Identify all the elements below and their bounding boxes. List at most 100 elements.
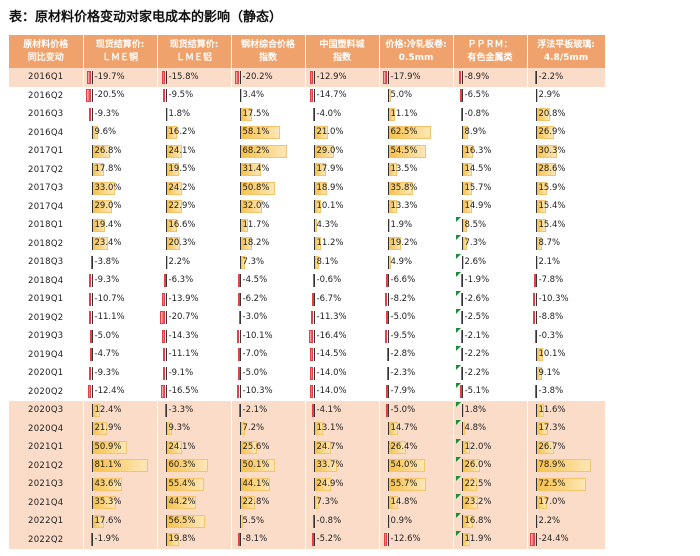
value-cell: 78.9% — [527, 456, 606, 475]
zero-axis — [535, 144, 537, 158]
value-label: -9.3% — [94, 367, 120, 378]
data-bar — [89, 366, 92, 380]
value-label: 30.3% — [538, 145, 566, 156]
zero-axis — [313, 292, 315, 306]
value-cell: -8.1% — [231, 530, 306, 549]
value-cell: -16.4% — [305, 327, 380, 346]
value-cell: 44.2% — [157, 493, 232, 512]
value-cell: 35.3% — [83, 493, 158, 512]
zero-axis — [387, 89, 389, 103]
zero-axis — [91, 181, 93, 195]
value-cell-inner: 9.1% — [528, 365, 605, 382]
value-label: 13.1% — [316, 423, 344, 434]
table-row: 2019Q3 -5.0% -14.3% -10.1% -16.4% -9.5% -2.1% -… — [9, 327, 606, 346]
value-label: 17.6% — [94, 515, 122, 526]
value-cell: 21.9% — [83, 419, 158, 438]
value-label: 15.4% — [538, 219, 566, 230]
value-label: 23.4% — [94, 238, 122, 249]
zero-axis — [165, 385, 167, 399]
value-cell: -1.9% — [83, 530, 158, 549]
zero-axis — [387, 385, 389, 399]
zero-axis — [313, 89, 315, 103]
value-cell-inner: -14.0% — [306, 383, 379, 400]
value-label: -4.7% — [94, 349, 120, 360]
zero-axis — [313, 200, 315, 214]
value-cell: 17.0% — [527, 493, 606, 512]
value-label: 26.4% — [390, 441, 418, 452]
zero-axis — [387, 533, 389, 547]
flag-marker-icon — [455, 253, 461, 259]
value-cell: 22.5% — [453, 475, 528, 494]
value-cell: -13.9% — [157, 290, 232, 309]
zero-axis — [461, 459, 463, 473]
value-label: 9.1% — [538, 367, 561, 378]
data-bar — [89, 107, 92, 121]
value-label: 20.3% — [168, 238, 196, 249]
value-label: 11.6% — [538, 404, 566, 415]
value-cell: 8.5% — [453, 216, 528, 235]
value-label: 18.2% — [242, 238, 270, 249]
value-label: 11.9% — [464, 534, 492, 545]
value-cell: 33.0% — [83, 179, 158, 198]
value-cell: 2.1% — [527, 253, 606, 272]
zero-axis — [313, 144, 315, 158]
zero-axis — [313, 366, 315, 380]
zero-axis — [461, 311, 463, 325]
value-label: -4.1% — [316, 404, 342, 415]
materials-table: 原材料价格 同比变动 现货结算价: ＬＭＥ铜 现货结算价: ＬＭＥ铝 钢材综合价格 指数… — [9, 35, 606, 549]
period-label: 2021Q3 — [9, 475, 84, 494]
zero-axis — [535, 200, 537, 214]
value-cell-inner: 24.2% — [158, 180, 231, 197]
value-cell-inner: -6.2% — [232, 291, 305, 308]
header-line: ＰＰＲＭ： — [467, 39, 513, 50]
value-cell-inner: 29.0% — [306, 143, 379, 160]
table-row: 2019Q2 -11.1% -20.7% -3.0% -11.3% -5.0% -2.5% -… — [9, 308, 606, 327]
zero-axis — [461, 496, 463, 510]
value-label: 13.5% — [390, 164, 418, 175]
value-cell-inner: 22.5% — [454, 475, 527, 493]
value-cell-inner: 15.7% — [454, 180, 527, 197]
value-cell-inner: -14.3% — [158, 328, 231, 345]
value-label: 32.0% — [242, 201, 270, 212]
value-cell-inner: 11.7% — [232, 217, 305, 234]
zero-axis — [313, 514, 315, 528]
zero-axis — [461, 533, 463, 547]
value-cell: -16.5% — [157, 382, 232, 401]
zero-axis — [461, 329, 463, 343]
zero-axis — [91, 366, 93, 380]
value-cell-inner: -2.1% — [454, 327, 527, 345]
value-label: 8.9% — [464, 127, 487, 138]
zero-axis — [313, 403, 315, 417]
value-cell: 13.5% — [379, 160, 454, 179]
zero-axis — [91, 107, 93, 121]
table-body: 2016Q1 -19.7% -15.8% -20.2% -12.9% -17.9% -8.9… — [9, 68, 606, 549]
zero-axis — [387, 181, 389, 195]
value-cell-inner: -9.3% — [84, 106, 157, 123]
value-cell: 16.3% — [453, 142, 528, 161]
value-label: 17.3% — [538, 423, 566, 434]
value-cell: 23.2% — [453, 493, 528, 512]
value-cell: -6.2% — [231, 290, 306, 309]
value-label: 19.2% — [390, 238, 418, 249]
value-cell: 10.1% — [305, 197, 380, 216]
value-label: -17.9% — [390, 71, 421, 82]
value-cell-inner: 4.3% — [306, 217, 379, 234]
value-cell: -2.2% — [453, 345, 528, 364]
value-label: 7.3% — [316, 497, 339, 508]
zero-axis — [535, 107, 537, 121]
data-bar — [163, 366, 166, 380]
value-label: -11.1% — [168, 349, 199, 360]
zero-axis — [313, 218, 315, 232]
value-cell-inner: 35.3% — [84, 494, 157, 511]
value-label: 35.3% — [94, 497, 122, 508]
value-cell: -12.6% — [379, 530, 454, 549]
period-label: 2021Q4 — [9, 493, 84, 512]
value-label: 17.5% — [242, 108, 270, 119]
value-label: 2.6% — [464, 256, 487, 267]
value-cell-inner: 1.8% — [454, 401, 527, 419]
table-row: 2020Q4 21.9% 9.3% 7.2% 13.1% 14.7% 4.8% 17.3% — [9, 419, 606, 438]
value-cell: 4.9% — [379, 253, 454, 272]
value-cell-inner: 8.9% — [454, 124, 527, 141]
zero-axis — [461, 144, 463, 158]
data-bar — [309, 329, 314, 343]
